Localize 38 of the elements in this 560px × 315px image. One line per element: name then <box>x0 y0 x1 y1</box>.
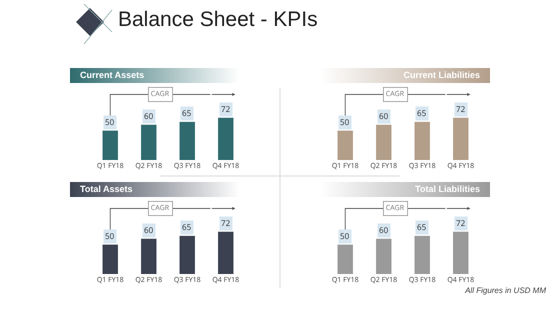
bar <box>102 130 118 160</box>
data-label: 60 <box>379 111 389 122</box>
bar <box>414 122 430 160</box>
data-label: 60 <box>144 111 154 122</box>
bar <box>141 238 156 274</box>
bar <box>218 232 234 274</box>
bar <box>180 236 195 274</box>
data-label: 72 <box>221 104 231 115</box>
data-label: 65 <box>182 108 192 119</box>
chart-title: Current Liabilities <box>320 68 490 83</box>
text: Balance Sheet - KPIs <box>118 8 318 32</box>
text: All Figures in USD MM <box>465 286 546 295</box>
bar <box>180 122 195 160</box>
bar <box>141 124 156 160</box>
data-label: 50 <box>340 231 350 242</box>
data-label: 50 <box>105 231 115 242</box>
data-label: 72 <box>221 218 231 229</box>
data-label: 72 <box>456 218 466 229</box>
data-label: 50 <box>340 117 350 128</box>
bar <box>414 236 430 274</box>
bar <box>218 118 234 160</box>
chart-title: Total Liabilities <box>320 182 490 197</box>
bar <box>102 244 118 274</box>
bar <box>376 124 392 160</box>
bar <box>453 232 468 274</box>
data-label: 65 <box>417 222 427 233</box>
data-label: 72 <box>456 104 466 115</box>
data-label: 65 <box>417 108 427 119</box>
chart-title: Current Assets <box>70 68 240 83</box>
bar <box>376 238 392 274</box>
data-label: 60 <box>144 225 154 236</box>
bar <box>453 118 468 160</box>
chart-title: Total Assets <box>70 182 240 197</box>
bar <box>338 244 353 274</box>
data-label: 60 <box>379 225 389 236</box>
bar <box>338 130 353 160</box>
data-label: 50 <box>105 117 115 128</box>
data-label: 65 <box>182 222 192 233</box>
